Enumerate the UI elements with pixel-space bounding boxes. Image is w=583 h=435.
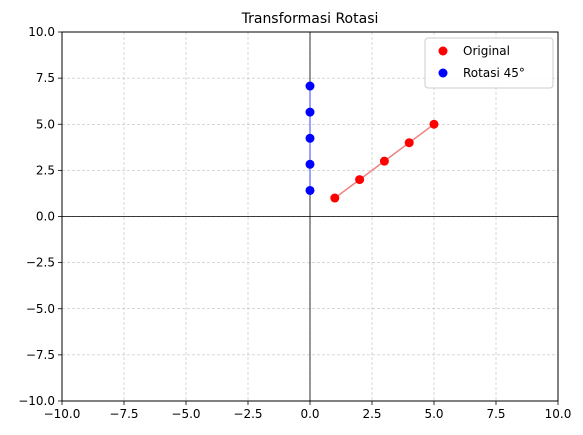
data-point-rotated (305, 159, 315, 169)
legend-label-rotated: Rotasi 45° (463, 66, 525, 80)
x-tick-label: 2.5 (362, 407, 381, 421)
y-tick-label: 0.0 (36, 210, 55, 224)
y-tick-label: −10.0 (18, 394, 55, 408)
axis-ticks: −10.0 −7.5 −5.0 −2.5 0.0 2.5 5.0 7.5 10.0 −10.0 −7… (18, 25, 571, 421)
data-point-original (330, 193, 340, 203)
legend-marker-original (438, 46, 448, 56)
x-tick-label: −7.5 (109, 407, 138, 421)
x-tick-label: −5.0 (171, 407, 200, 421)
data-point-rotated (305, 185, 315, 195)
y-tick-label: 5.0 (36, 117, 55, 131)
chart-title: Transformasi Rotasi (241, 11, 379, 27)
legend-marker-rotated (438, 68, 448, 78)
legend-label-original: Original (463, 44, 510, 58)
x-tick-label: 5.0 (424, 407, 443, 421)
data-point-rotated (305, 107, 315, 117)
plot-series (305, 81, 439, 203)
legend-box (424, 37, 554, 89)
x-tick-label: −2.5 (233, 407, 262, 421)
y-tick-label: −2.5 (26, 256, 55, 270)
data-point-rotated (305, 133, 315, 143)
y-tick-label: 2.5 (36, 163, 55, 177)
x-tick-label: 10.0 (545, 407, 572, 421)
data-point-original (355, 175, 365, 185)
data-point-original (404, 138, 414, 148)
y-tick-label: −7.5 (26, 348, 55, 362)
y-tick-label: 7.5 (36, 71, 55, 85)
x-tick-label: 7.5 (486, 407, 505, 421)
legend: Original Rotasi 45° (424, 37, 554, 89)
data-point-rotated (305, 81, 315, 91)
x-tick-label: −10.0 (44, 407, 81, 421)
y-tick-label: −5.0 (26, 302, 55, 316)
data-point-original (429, 119, 439, 129)
data-point-original (379, 156, 389, 166)
y-tick-label: 10.0 (28, 25, 55, 39)
x-tick-label: 0.0 (300, 407, 319, 421)
